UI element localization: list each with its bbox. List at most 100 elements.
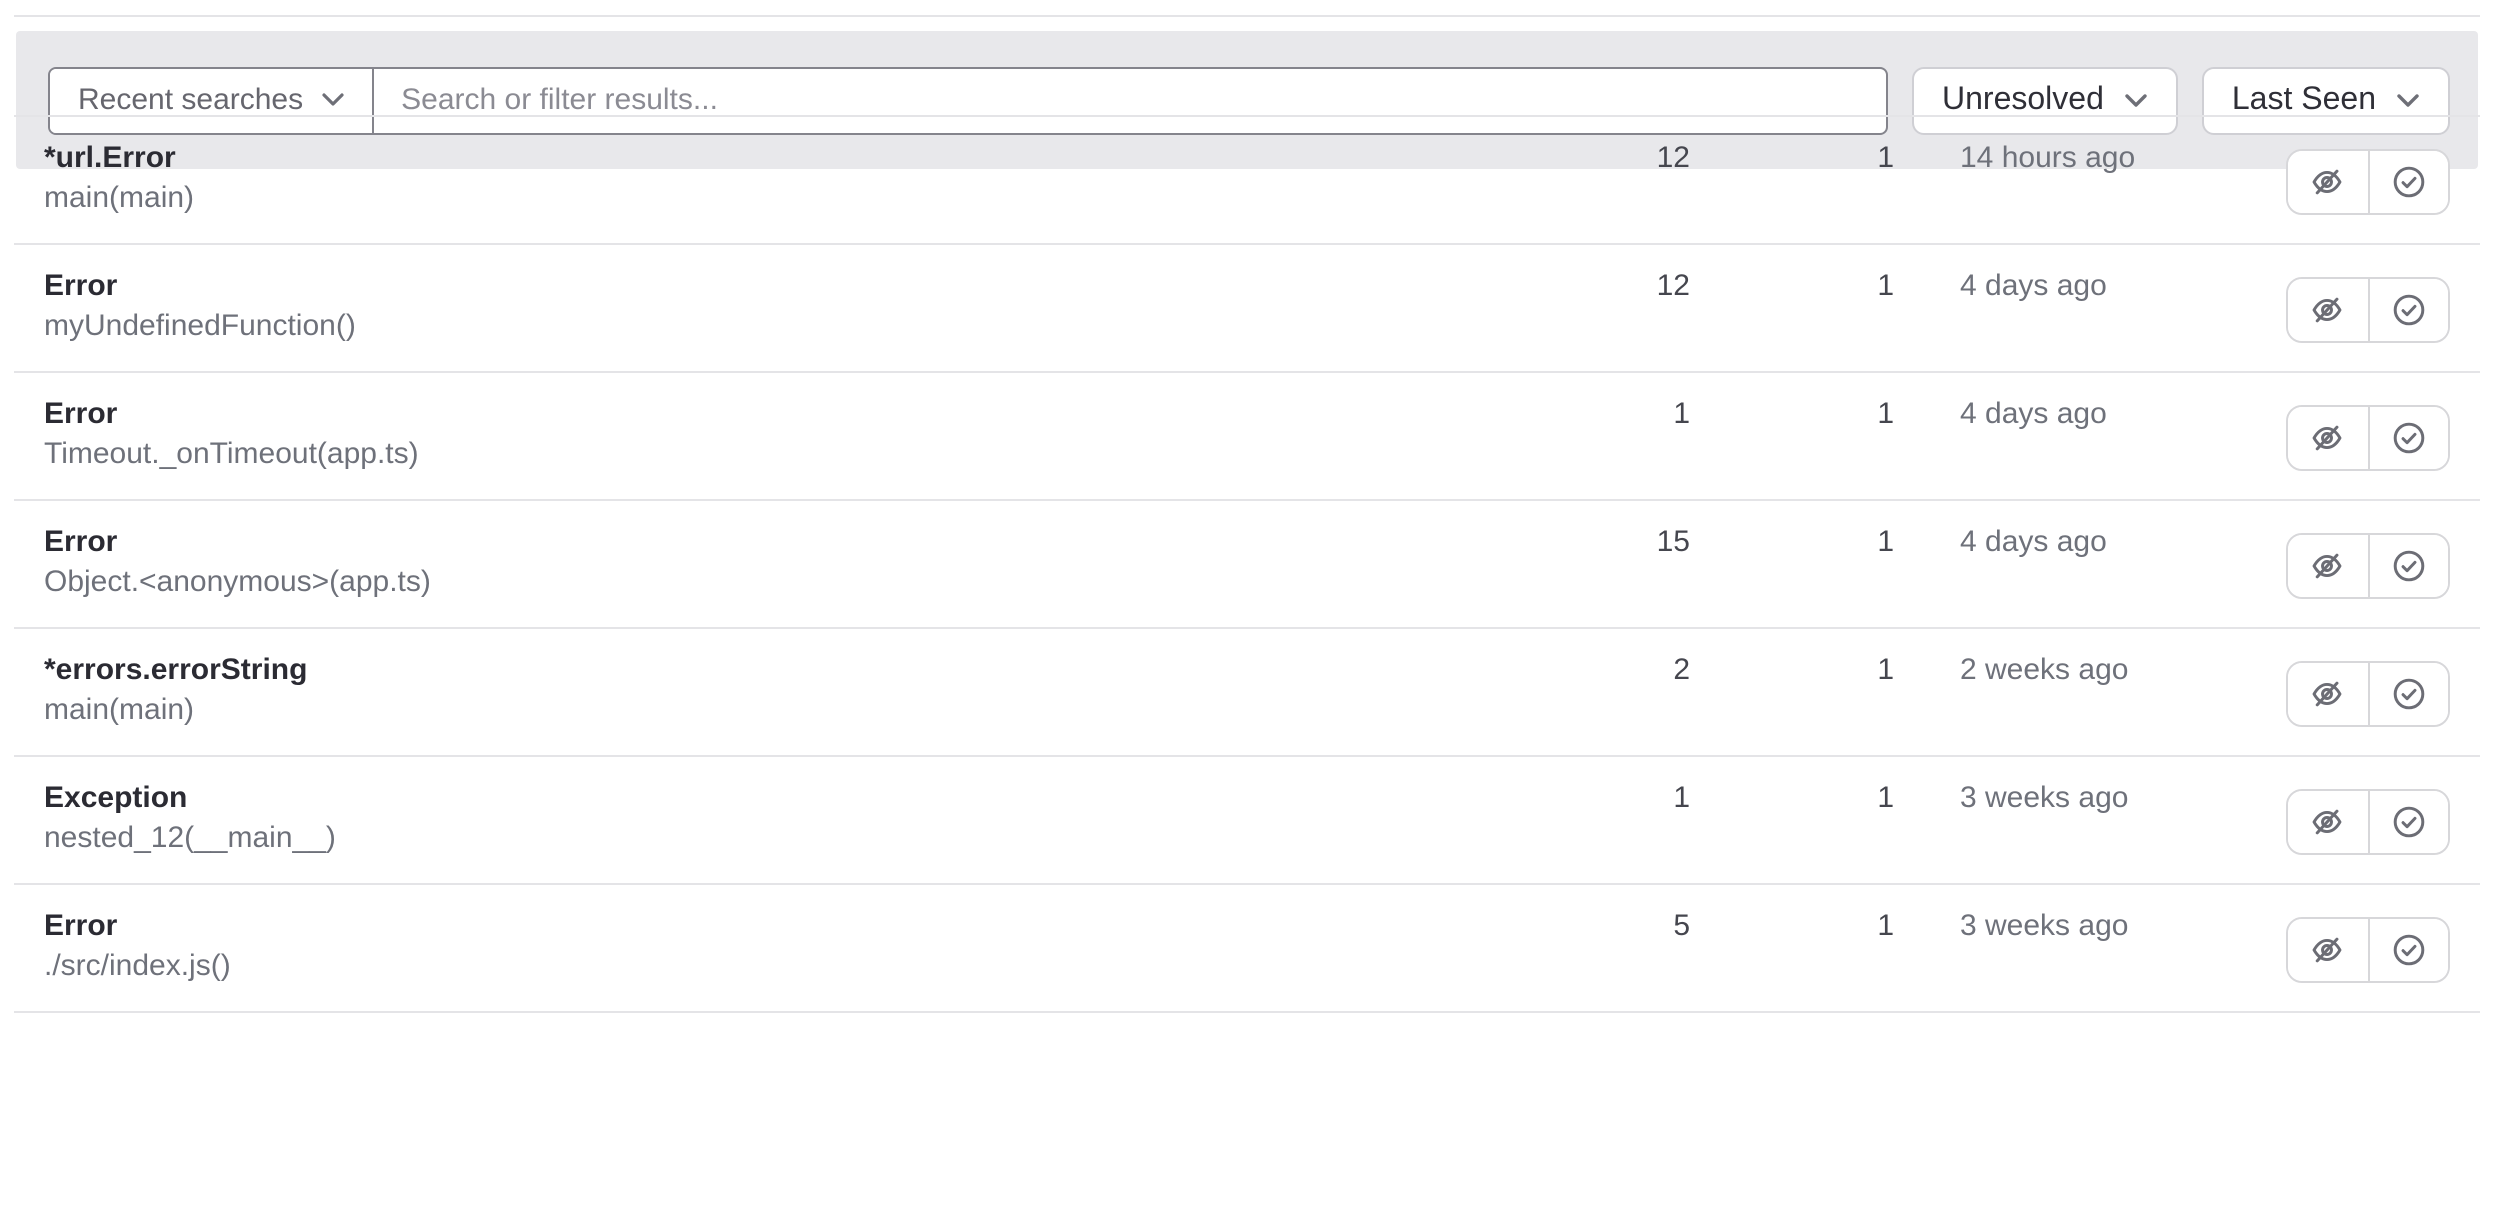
error-title[interactable]: Error — [44, 909, 118, 943]
error-title[interactable]: Error — [44, 397, 118, 431]
error-cell: Error Object.<anonymous>(app.ts) — [44, 501, 1516, 603]
events-count: 12 — [1656, 141, 1690, 175]
resolve-button[interactable] — [2367, 662, 2448, 724]
row-actions — [2286, 117, 2450, 245]
error-location: Object.<anonymous>(app.ts) — [44, 565, 431, 599]
check-circle-icon — [2393, 293, 2424, 325]
last-seen-value: 4 days ago — [1960, 525, 2107, 559]
last-seen-value: 4 days ago — [1960, 269, 2107, 303]
resolve-button[interactable] — [2367, 406, 2448, 468]
eye-off-icon — [2313, 424, 2342, 450]
issues-page: Recent searches Unresolved Last Seen Ope… — [0, 15, 2494, 1217]
last-seen-value: 14 hours ago — [1960, 141, 2136, 175]
error-location: main(main) — [44, 181, 195, 215]
error-location: myUndefinedFunction() — [44, 309, 356, 343]
error-title[interactable]: *url.Error — [44, 141, 176, 175]
check-circle-icon — [2393, 421, 2424, 453]
search-toolbar: Recent searches Unresolved Last Seen — [16, 31, 2478, 169]
error-title[interactable]: *errors.errorString — [44, 653, 308, 687]
resolve-button[interactable] — [2367, 790, 2448, 852]
eye-off-icon — [2313, 552, 2342, 578]
users-count: 1 — [1877, 269, 1894, 303]
events-count: 1 — [1673, 781, 1690, 815]
error-row[interactable]: *errors.errorString main(main) 2 1 2 wee… — [14, 627, 2480, 755]
users-count: 1 — [1877, 781, 1894, 815]
check-circle-icon — [2393, 805, 2424, 837]
eye-off-icon — [2313, 168, 2342, 194]
recent-searches-label: Recent searches — [78, 83, 304, 117]
check-circle-icon — [2393, 933, 2424, 965]
eye-off-icon — [2313, 680, 2342, 706]
sort-filter-dropdown[interactable]: Last Seen — [2201, 66, 2450, 134]
error-cell: *url.Error main(main) — [44, 117, 1516, 219]
error-cell: Exception nested_12(__main__) — [44, 757, 1516, 859]
mute-button[interactable] — [2288, 790, 2367, 852]
row-action-group — [2286, 532, 2450, 598]
last-seen-value: 4 days ago — [1960, 397, 2107, 431]
search-input[interactable] — [373, 68, 1886, 132]
error-cell: Error myUndefinedFunction() — [44, 245, 1516, 347]
last-seen-value: 2 weeks ago — [1960, 653, 2129, 687]
events-count: 12 — [1656, 269, 1690, 303]
error-row[interactable]: Error myUndefinedFunction() 12 1 4 days … — [14, 243, 2480, 371]
events-count: 15 — [1656, 525, 1690, 559]
mute-button[interactable] — [2288, 150, 2367, 212]
row-actions — [2286, 757, 2450, 885]
row-actions — [2286, 629, 2450, 757]
users-count: 1 — [1877, 397, 1894, 431]
check-circle-icon — [2393, 549, 2424, 581]
row-action-group — [2286, 404, 2450, 470]
error-location: main(main) — [44, 693, 195, 727]
mute-button[interactable] — [2288, 278, 2367, 340]
recent-searches-dropdown[interactable]: Recent searches — [50, 68, 374, 132]
eye-off-icon — [2313, 936, 2342, 962]
mute-button[interactable] — [2288, 918, 2367, 980]
eye-off-icon — [2313, 808, 2342, 834]
sort-filter-label: Last Seen — [2231, 82, 2376, 116]
error-cell: *errors.errorString main(main) — [44, 629, 1516, 731]
last-seen-value: 3 weeks ago — [1960, 781, 2129, 815]
events-count: 2 — [1673, 653, 1690, 687]
resolve-button[interactable] — [2367, 278, 2448, 340]
error-location: Timeout._onTimeout(app.ts) — [44, 437, 419, 471]
row-action-group — [2286, 276, 2450, 342]
mute-button[interactable] — [2288, 662, 2367, 724]
error-row[interactable]: Error Object.<anonymous>(app.ts) 15 1 4 … — [14, 499, 2480, 627]
resolve-button[interactable] — [2367, 534, 2448, 596]
mute-button[interactable] — [2288, 406, 2367, 468]
error-title[interactable]: Exception — [44, 781, 188, 815]
check-circle-icon — [2393, 677, 2424, 709]
open-errors-table: Open errors Events Users Last seen *url.… — [14, 15, 2480, 1013]
check-circle-icon — [2393, 165, 2424, 197]
error-cell: Error ./src/index.js() — [44, 885, 1516, 987]
row-actions — [2286, 501, 2450, 629]
error-row[interactable]: *url.Error main(main) 12 1 14 hours ago — [14, 115, 2480, 243]
error-row[interactable]: Error Timeout._onTimeout(app.ts) 1 1 4 d… — [14, 371, 2480, 499]
status-filter-label: Unresolved — [1942, 82, 2104, 116]
row-action-group — [2286, 660, 2450, 726]
row-action-group — [2286, 788, 2450, 854]
mute-button[interactable] — [2288, 534, 2367, 596]
users-count: 1 — [1877, 653, 1894, 687]
error-location: ./src/index.js() — [44, 949, 231, 983]
error-row[interactable]: Exception nested_12(__main__) 1 1 3 week… — [14, 755, 2480, 883]
chevron-down-icon — [2125, 93, 2147, 106]
row-actions — [2286, 885, 2450, 1013]
error-title[interactable]: Error — [44, 525, 118, 559]
search-bar: Recent searches — [48, 66, 1888, 134]
resolve-button[interactable] — [2367, 150, 2448, 212]
users-count: 1 — [1877, 909, 1894, 943]
error-title[interactable]: Error — [44, 269, 118, 303]
row-actions — [2286, 373, 2450, 501]
table-body: *url.Error main(main) 12 1 14 hours ago — [14, 115, 2480, 1011]
eye-off-icon — [2313, 296, 2342, 322]
last-seen-value: 3 weeks ago — [1960, 909, 2129, 943]
chevron-down-icon — [321, 93, 343, 106]
events-count: 5 — [1673, 909, 1690, 943]
error-row[interactable]: Error ./src/index.js() 5 1 3 weeks ago — [14, 883, 2480, 1011]
status-filter-dropdown[interactable]: Unresolved — [1912, 66, 2178, 134]
chevron-down-icon — [2397, 93, 2419, 106]
row-action-group — [2286, 916, 2450, 982]
row-action-group — [2286, 148, 2450, 214]
resolve-button[interactable] — [2367, 918, 2448, 980]
